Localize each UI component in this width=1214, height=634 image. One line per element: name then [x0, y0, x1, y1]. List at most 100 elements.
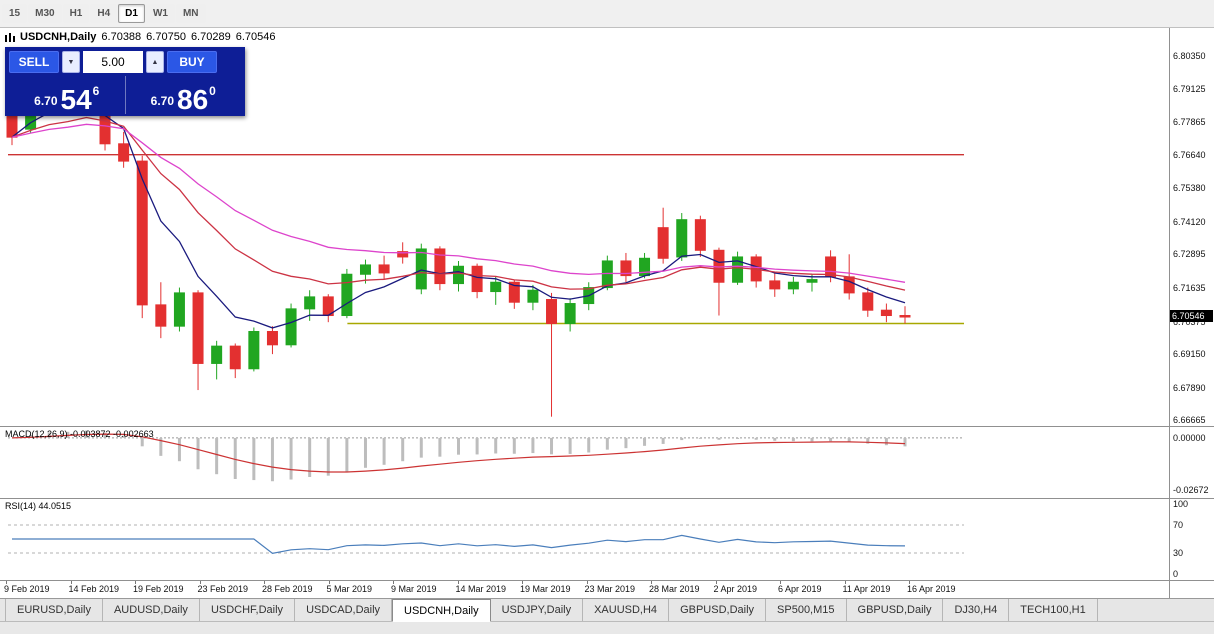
- ohlc-low: 6.70289: [190, 31, 231, 43]
- chevron-down-icon: ▼: [67, 58, 75, 66]
- chart-symbol-icon: [5, 32, 15, 42]
- status-bar: [0, 621, 1214, 634]
- chart-tab-bar: EURUSD,Daily AUDUSD,Daily USDCHF,Daily USDC…: [0, 598, 1214, 622]
- date-tick: [715, 581, 717, 584]
- ohlc-close: 6.70546: [235, 31, 276, 43]
- buy-price-prefix: 6.70: [150, 94, 174, 108]
- rsi-label: RSI(14) 44.0515: [5, 501, 72, 511]
- ohlc-high: 6.70750: [146, 31, 186, 43]
- price-axis-label: 6.71635: [1173, 282, 1206, 293]
- date-axis-label: 14 Mar 2019: [455, 584, 507, 594]
- timeframe-button-w1[interactable]: W1: [145, 4, 175, 23]
- date-axis-label: 5 Mar 2019: [326, 584, 373, 594]
- price-chart-panel[interactable]: USDCNH,Daily 6.70388 6.70750 6.70289 6.7…: [0, 28, 1169, 426]
- date-axis-label: 9 Mar 2019: [391, 584, 437, 594]
- sell-button[interactable]: SELL: [9, 51, 59, 73]
- date-axis-label: 28 Mar 2019: [649, 584, 700, 594]
- timeframe-button-h1[interactable]: H1: [62, 4, 90, 23]
- price-axis-label: 6.66665: [1173, 415, 1206, 426]
- price-axis-label: 6.69150: [1173, 349, 1206, 360]
- charts-column: USDCNH,Daily 6.70388 6.70750 6.70289 6.7…: [0, 28, 1169, 598]
- price-axis-label: 6.79125: [1173, 83, 1206, 94]
- macd-axis: 0.00000 -0.02672: [1170, 426, 1214, 498]
- rsi-axis: 100 70 30 0: [1170, 498, 1214, 580]
- chart-tab-sp500-m15[interactable]: SP500,M15: [766, 599, 847, 621]
- volume-input[interactable]: [83, 51, 143, 73]
- date-tick: [457, 581, 459, 584]
- chart-title: USDCNH,Daily 6.70388 6.70750 6.70289 6.7…: [5, 31, 275, 43]
- chart-tab-dj30-h4[interactable]: DJ30,H4: [943, 599, 1010, 621]
- rsi-axis-label: 100: [1173, 499, 1189, 509]
- price-axis-label: 6.67890: [1173, 382, 1206, 393]
- chart-tab-usdcad-daily[interactable]: USDCAD,Daily: [295, 599, 393, 621]
- date-axis-label: 11 Apr 2019: [842, 584, 891, 594]
- volume-dropdown-button[interactable]: ▼: [62, 51, 80, 73]
- date-axis-label: 23 Feb 2019: [197, 584, 249, 594]
- date-tick: [264, 581, 265, 584]
- chart-tab-eurusd-daily[interactable]: EURUSD,Daily: [5, 599, 103, 621]
- date-tick: [586, 581, 588, 584]
- ohlc-open: 6.70388: [101, 31, 142, 43]
- axis-corner: [1170, 580, 1214, 598]
- trade-prices-row: 6.70 54 6 6.70 86 0: [9, 76, 241, 114]
- timeframe-button-d1[interactable]: D1: [118, 4, 145, 23]
- rsi-axis-label: 0: [1173, 569, 1179, 579]
- rsi-axis-label: 70: [1173, 520, 1184, 530]
- date-axis-label: 19 Feb 2019: [133, 584, 184, 594]
- chart-tab-audusd-daily[interactable]: AUDUSD,Daily: [103, 599, 200, 621]
- buy-button[interactable]: BUY: [167, 51, 217, 73]
- date-tick: [780, 581, 781, 584]
- price-axis-column[interactable]: 6.70546 6.80350 6.79125 6.77865 6.76640 6.75…: [1169, 28, 1214, 598]
- symbol-name: USDCNH,Daily: [20, 31, 97, 43]
- buy-price-sup: 0: [209, 84, 216, 98]
- buy-price-big: 86: [177, 84, 209, 116]
- date-tick: [522, 581, 523, 584]
- chart-tab-gbpusd-daily[interactable]: GBPUSD,Daily: [847, 599, 944, 621]
- trade-controls-row: SELL ▼ ▲ BUY: [9, 51, 241, 73]
- date-axis-label: 9 Feb 2019: [4, 584, 50, 594]
- date-axis-label: 23 Mar 2019: [584, 584, 636, 594]
- volume-spin-up-button[interactable]: ▲: [146, 51, 164, 73]
- timeframe-button-15[interactable]: 15: [2, 4, 28, 23]
- timeframe-toolbar: 15 M30 H1 H4 D1 W1 MN: [0, 0, 1214, 28]
- date-axis-label: 16 Apr 2019: [907, 584, 956, 594]
- date-tick: [135, 581, 136, 584]
- chart-tab-xauusd-h4[interactable]: XAUUSD,H4: [583, 599, 670, 621]
- timeframe-button-m30[interactable]: M30: [28, 4, 62, 23]
- price-axis-label: 6.72895: [1173, 249, 1206, 260]
- date-axis[interactable]: 9 Feb 2019 14 Feb 2019 19 Feb 2019 23 Feb 2…: [0, 580, 1169, 598]
- price-axis-label: 6.77865: [1173, 117, 1206, 128]
- macd-axis-bottom-label: -0.02672: [1173, 485, 1209, 496]
- timeframe-button-mn[interactable]: MN: [175, 4, 206, 23]
- macd-label: MACD(12,26,9) -0.003872 -0.002663: [5, 429, 154, 439]
- date-axis-label: 28 Feb 2019: [262, 584, 313, 594]
- chart-tab-gbpusd-daily[interactable]: GBPUSD,Daily: [669, 599, 767, 621]
- sell-price-prefix: 6.70: [34, 94, 58, 108]
- sell-price-big: 54: [60, 84, 92, 116]
- date-tick: [909, 581, 910, 584]
- price-axis-label: 6.80350: [1173, 50, 1206, 61]
- date-axis-label: 6 Apr 2019: [778, 584, 822, 594]
- rsi-panel[interactable]: RSI(14) 44.0515: [0, 498, 1169, 580]
- date-tick: [393, 581, 394, 584]
- sell-price[interactable]: 6.70 54 6: [9, 76, 125, 114]
- timeframe-button-h4[interactable]: H4: [90, 4, 118, 23]
- rsi-axis-label: 30: [1173, 548, 1184, 558]
- sell-price-sup: 6: [92, 84, 100, 98]
- rsi-chart[interactable]: [0, 499, 1169, 579]
- date-tick: [199, 581, 201, 584]
- date-tick: [328, 581, 330, 584]
- chart-tab-usdcnh-daily[interactable]: USDCNH,Daily: [392, 599, 491, 622]
- chart-tab-tech100-h1[interactable]: TECH100,H1: [1009, 599, 1098, 621]
- one-click-trade-panel: SELL ▼ ▲ BUY 6.70 54 6 6.70: [5, 47, 245, 116]
- current-price-badge: 6.70546: [1170, 309, 1213, 322]
- buy-price[interactable]: 6.70 86 0: [124, 76, 242, 116]
- date-tick: [844, 581, 846, 584]
- price-axis[interactable]: 6.70546 6.80350 6.79125 6.77865 6.76640 6.75…: [1170, 28, 1214, 426]
- macd-panel[interactable]: MACD(12,26,9) -0.003872 -0.002663: [0, 426, 1169, 498]
- chart-tab-usdchf-daily[interactable]: USDCHF,Daily: [200, 599, 296, 621]
- macd-chart[interactable]: [0, 427, 1169, 497]
- chart-tab-usdjpy-daily[interactable]: USDJPY,Daily: [491, 599, 584, 621]
- date-tick: [651, 581, 652, 584]
